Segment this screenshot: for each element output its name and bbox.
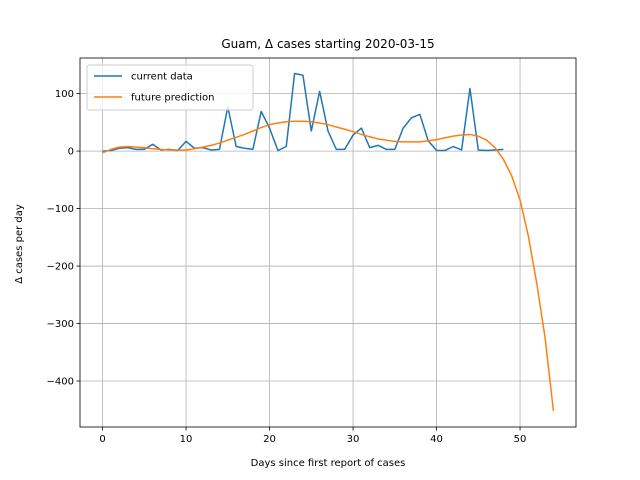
legend-label: current data [131, 72, 193, 83]
x-tick-label: 10 [180, 434, 193, 445]
y-tick-label: −400 [47, 377, 74, 388]
y-axis: 100 0 −100 −200 −300 −400 [47, 89, 80, 388]
y-tick-label: −100 [47, 204, 74, 215]
x-tick-label: 40 [430, 434, 443, 445]
x-tick-label: 30 [347, 434, 360, 445]
chart-title: Guam, Δ cases starting 2020-03-15 [221, 37, 434, 51]
legend-label: future prediction [131, 93, 215, 104]
x-tick-label: 50 [514, 434, 527, 445]
legend-box [86, 64, 254, 111]
x-tick-label: 0 [99, 434, 105, 445]
x-tick-label: 20 [263, 434, 276, 445]
y-tick-label: 100 [55, 89, 74, 100]
legend: current data future prediction [86, 64, 254, 111]
plot-frame [79, 57, 577, 428]
y-tick-label: 0 [68, 147, 74, 158]
y-axis-label: Δ cases per day [14, 204, 25, 284]
x-axis-label: Days since first report of cases [251, 458, 406, 469]
y-tick-label: −300 [47, 319, 74, 330]
series-line-future-prediction [102, 120, 555, 411]
x-axis: 0 10 20 30 40 50 [99, 427, 526, 445]
y-tick-label: −200 [47, 262, 74, 273]
series-layer [102, 72, 555, 411]
grid-lines [80, 58, 576, 427]
